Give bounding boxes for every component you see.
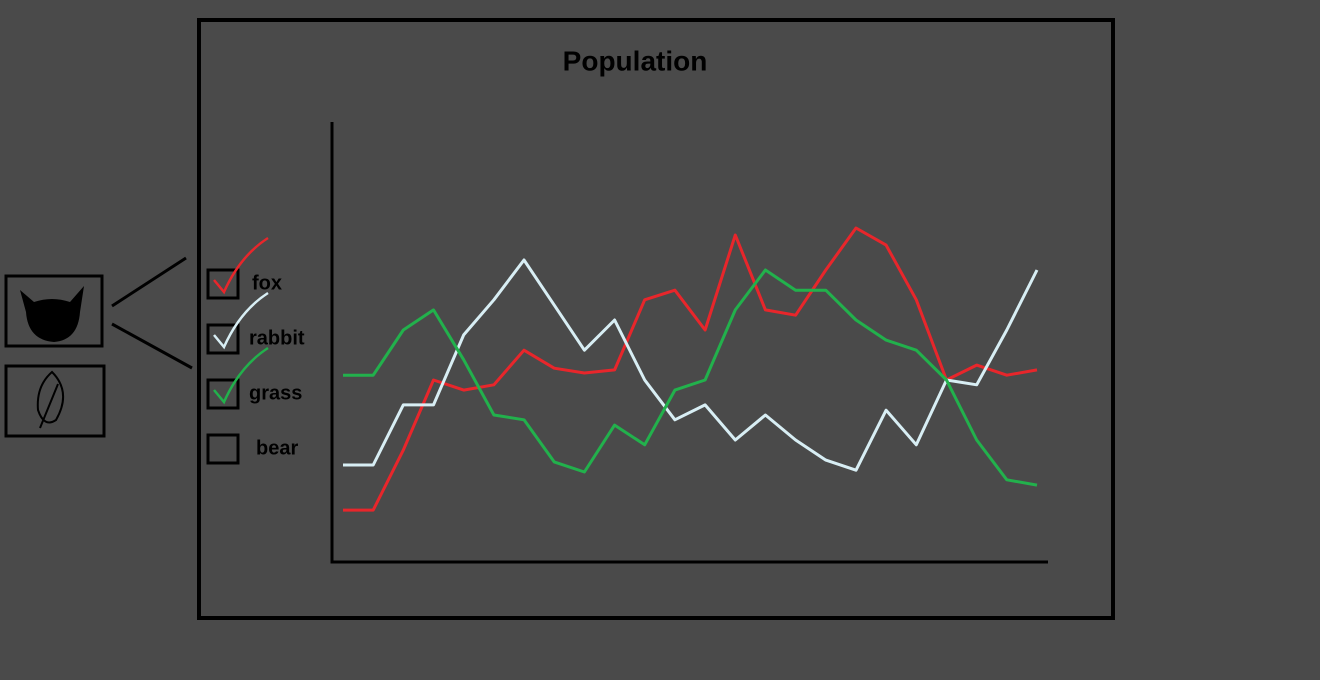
axes <box>330 122 1048 564</box>
legend-label: grass <box>249 382 302 404</box>
legend-check <box>213 291 269 350</box>
legend-checkbox[interactable] <box>206 268 240 300</box>
legend-checkbox[interactable] <box>206 378 240 410</box>
legend-label: fox <box>252 272 282 294</box>
series-line <box>343 258 1039 472</box>
connector <box>111 256 193 370</box>
chart-title: Population <box>563 45 708 76</box>
series-line <box>343 226 1038 512</box>
chart-panel <box>197 18 1115 620</box>
legend-label: bear <box>256 437 298 459</box>
series-line <box>343 268 1038 487</box>
legend-label: rabbit <box>249 327 305 349</box>
plot <box>343 226 1039 512</box>
legend-check <box>213 346 269 405</box>
legend-check <box>213 236 269 295</box>
animal-button[interactable] <box>4 274 104 348</box>
leaf-icon <box>36 370 64 429</box>
legend: fox rabbit grass bear <box>206 236 305 465</box>
legend-checkbox[interactable] <box>206 323 240 355</box>
plant-button[interactable] <box>4 364 106 438</box>
legend-checkbox[interactable] <box>206 433 240 465</box>
cat-icon <box>20 286 84 342</box>
